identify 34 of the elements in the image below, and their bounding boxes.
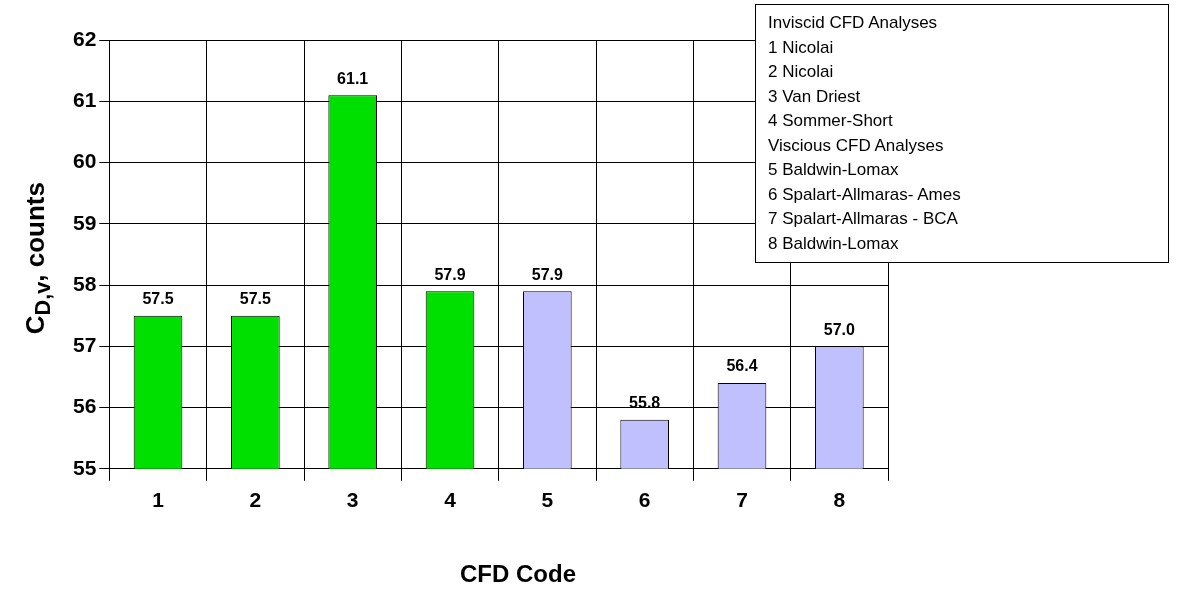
data-label: 56.4 xyxy=(726,357,758,375)
annotation: 5 Baldwin-Lomax xyxy=(767,159,900,181)
data-label: 57.9 xyxy=(434,265,466,283)
y-tick-label: 57 xyxy=(73,333,97,357)
data-label: 57.5 xyxy=(239,290,272,308)
text: Inviscid CFD Analyses xyxy=(768,13,938,32)
x-tick-label: 7 xyxy=(736,488,748,512)
annotation: 2 Nicolai xyxy=(767,61,835,83)
annotation: Viscious CFD Analyses xyxy=(767,134,945,157)
x-tick-label: 5 xyxy=(541,488,554,512)
data-label: 57.5 xyxy=(142,290,174,308)
annotation: 6 Spalart-Allmaras- Ames xyxy=(767,183,962,206)
annotation: 3 Van Driest xyxy=(767,85,862,108)
data-label: 61.1 xyxy=(337,69,369,87)
y-tick-label: 55 xyxy=(73,455,97,479)
annotation: 7 Spalart-Allmaras - BCA xyxy=(767,208,959,230)
y-tick-label: 61 xyxy=(73,88,97,112)
x-axis-title: CFD Code xyxy=(459,560,577,588)
annotation: 1 Nicolai xyxy=(767,36,835,59)
y-tick-label: 59 xyxy=(73,210,97,234)
y-tick-label: 62 xyxy=(73,26,97,50)
x-tick-label: 2 xyxy=(249,488,262,512)
y-tick-label: 60 xyxy=(73,149,97,173)
x-tick-label: 8 xyxy=(833,488,846,512)
x-tick-label: 1 xyxy=(152,488,165,512)
annotation: 8 Baldwin-Lomax xyxy=(767,232,900,255)
y-tick-label: 58 xyxy=(73,271,97,295)
x-tick-label: 6 xyxy=(638,488,651,512)
y-tick-label: 56 xyxy=(73,394,97,418)
x-tick-label: 4 xyxy=(444,488,457,512)
x-tick-label: 3 xyxy=(346,488,359,512)
data-label: 57.0 xyxy=(823,320,856,338)
data-label: 57.9 xyxy=(531,265,564,283)
annotation: 4 Sommer-Short xyxy=(767,110,894,132)
